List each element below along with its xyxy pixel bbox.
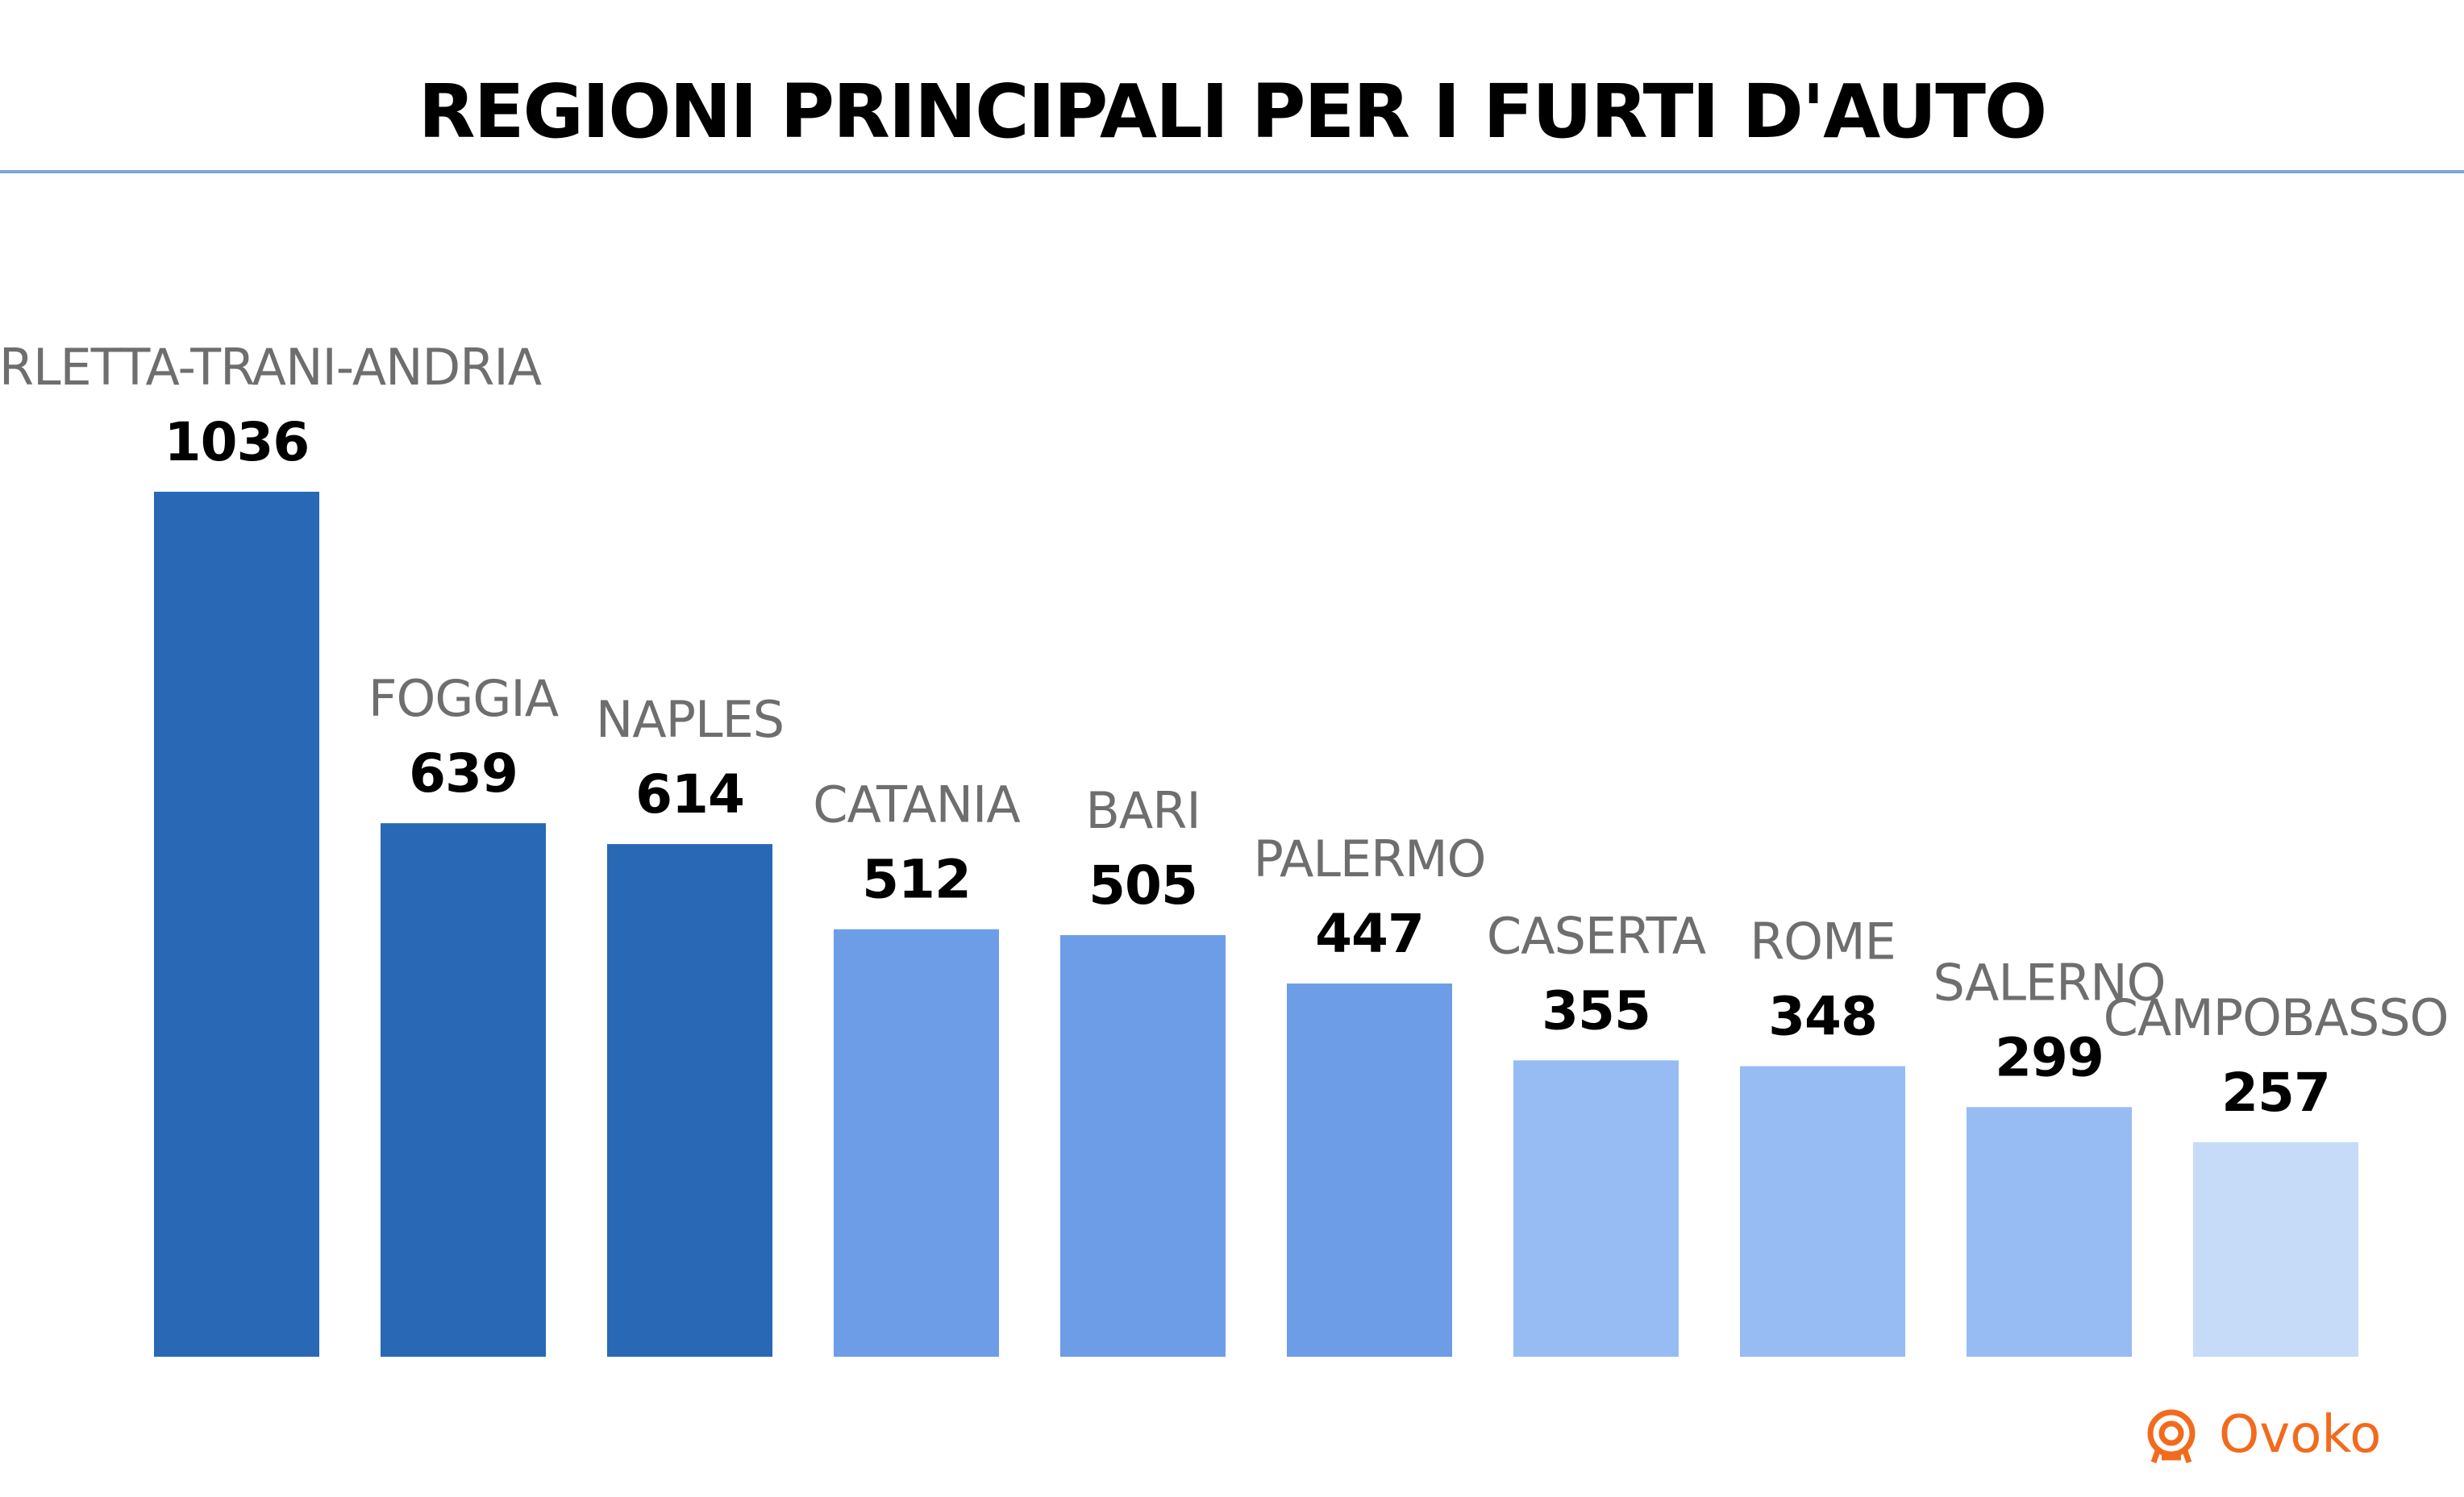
brand-logo: Ovoko [2147,1405,2381,1465]
ovoko-logo-icon [2147,1409,2196,1464]
bar-6 [1513,1060,1679,1357]
value-label-3: 512 [862,849,971,911]
value-label-6: 355 [1542,979,1650,1042]
value-label-2: 614 [635,763,744,825]
value-label-0: 1036 [164,411,310,473]
value-label-5: 447 [1315,903,1424,965]
brand-name: Ovoko [2219,1405,2381,1465]
bar-8 [1967,1107,2132,1357]
category-label-2: NAPLES [596,690,784,749]
bar-0 [154,492,319,1357]
value-label-7: 348 [1768,986,1877,1048]
value-label-9: 257 [2221,1062,2330,1124]
category-label-9: CAMPOBASSO [2104,988,2449,1047]
bar-3 [834,929,999,1357]
bar-4 [1060,934,1226,1357]
labels-layer: 1036 BARLETTA-TRANI-ANDRIA 639 FOGGIA 614 NAP… [0,338,2449,1124]
bar-7 [1740,1066,1905,1357]
category-label-6: CASERTA [1487,906,1706,965]
value-label-1: 639 [409,742,518,805]
category-label-4: BARI [1085,781,1200,840]
bar-9 [2193,1141,2358,1357]
category-label-0: BARLETTA-TRANI-ANDRIA [0,338,542,397]
category-label-7: ROME [1750,913,1896,971]
bars-layer [154,492,2358,1357]
category-label-1: FOGGIA [368,669,559,728]
bar-2 [607,844,772,1357]
category-label-3: CATANIA [813,776,1020,834]
chart-title: REGIONI PRINCIPALI PER I FURTI D'AUTO [418,69,2046,155]
bar-5 [1287,983,1452,1357]
category-label-5: PALERMO [1254,830,1486,888]
value-label-4: 505 [1088,855,1197,917]
value-label-8: 299 [1995,1026,2104,1088]
bar-1 [381,823,546,1357]
category-label-8: SALERNO [1933,953,2166,1012]
